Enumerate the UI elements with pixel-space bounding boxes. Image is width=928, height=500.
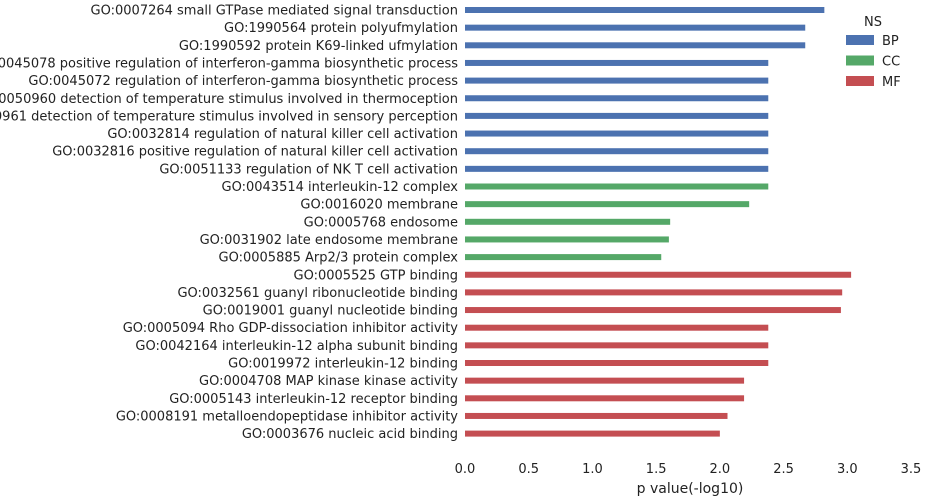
category-label: GO:0051133 regulation of NK T cell activ… (159, 162, 458, 177)
category-label: GO:0005094 Rho GDP-dissociation inhibito… (123, 321, 459, 336)
category-label: GO:0019001 guanyl nucleotide binding (203, 304, 458, 319)
bar (465, 148, 769, 155)
x-tick-label: 2.0 (710, 462, 731, 477)
bar (465, 324, 769, 331)
bar (465, 307, 841, 314)
bar (465, 130, 769, 137)
category-labels: GO:0007264 small GTPase mediated signal … (0, 4, 458, 443)
category-label: GO:0050960 detection of temperature stim… (0, 92, 458, 107)
category-label: GO:0005885 Arp2/3 protein complex (219, 251, 459, 266)
bar (465, 165, 769, 172)
legend-entries: BP CC MF (846, 34, 901, 90)
legend: NS BP CC MF (846, 15, 901, 90)
category-label: GO:0045072 regulation of interferon-gamm… (28, 74, 458, 89)
x-tick-label: 1.0 (582, 462, 603, 477)
bar (465, 42, 806, 49)
bar (465, 183, 769, 190)
bar (465, 112, 769, 119)
category-label: GO:0050961 detection of temperature stim… (0, 109, 458, 124)
category-label: GO:1990564 protein polyufmylation (224, 21, 458, 36)
bar (465, 201, 750, 208)
bar (465, 289, 843, 296)
bar (465, 254, 662, 261)
category-label: GO:0005768 endosome (304, 215, 458, 230)
bar (465, 218, 671, 225)
category-label: GO:0042164 interleukin-12 alpha subunit … (135, 339, 458, 354)
bar (465, 24, 806, 31)
category-label: GO:0043514 interleukin-12 complex (222, 180, 459, 195)
bar (465, 271, 852, 278)
category-label: GO:0032561 guanyl ribonucleotide binding (177, 286, 458, 301)
category-label: GO:0031902 late endosome membrane (200, 233, 458, 248)
bar (465, 236, 669, 243)
category-label: GO:0007264 small GTPase mediated signal … (91, 4, 458, 19)
x-axis-title: p value(-log10) (637, 481, 744, 497)
x-tick-label: 0.5 (518, 462, 539, 477)
x-tick-label: 0.0 (455, 462, 476, 477)
category-label: GO:0005525 GTP binding (294, 268, 458, 283)
bar (465, 430, 720, 437)
legend-swatch (846, 35, 874, 45)
category-label: GO:0003676 nucleic acid binding (242, 427, 458, 442)
legend-label: CC (882, 55, 900, 70)
x-tick-label: 2.5 (773, 462, 794, 477)
category-label: GO:0019972 interleukin-12 binding (228, 357, 458, 372)
bar (465, 7, 825, 13)
category-label: GO:0004708 MAP kinase kinase activity (199, 374, 458, 389)
category-label: GO:0045078 positive regulation of interf… (0, 56, 458, 71)
legend-title: NS (864, 15, 882, 30)
legend-label: BP (882, 34, 899, 49)
category-label: GO:0032816 positive regulation of natura… (52, 145, 458, 160)
x-tick-label: 3.0 (837, 462, 858, 477)
x-axis-ticks: 0.0 0.5 1.0 1.5 2.0 2.5 3.0 3.5 (455, 462, 922, 477)
category-label: GO:0008191 metalloendopeptidase inhibito… (116, 409, 458, 424)
category-label: GO:1990592 protein K69-linked ufmylation (179, 39, 458, 54)
x-tick-label: 1.5 (646, 462, 667, 477)
bar (465, 77, 769, 84)
category-label: GO:0032814 regulation of natural killer … (107, 127, 458, 142)
bar (465, 59, 769, 66)
legend-swatch (846, 55, 874, 66)
bars-layer (465, 7, 852, 437)
bar (465, 395, 745, 402)
bar (465, 360, 769, 366)
bar (465, 412, 728, 419)
legend-label: MF (882, 75, 901, 90)
category-label: GO:0016020 membrane (300, 198, 458, 213)
bar (465, 95, 769, 102)
category-label: GO:0005143 interleukin-12 receptor bindi… (169, 392, 458, 407)
x-tick-label: 3.5 (901, 462, 922, 477)
legend-swatch (846, 76, 874, 86)
bar (465, 377, 745, 384)
bar (465, 342, 769, 349)
